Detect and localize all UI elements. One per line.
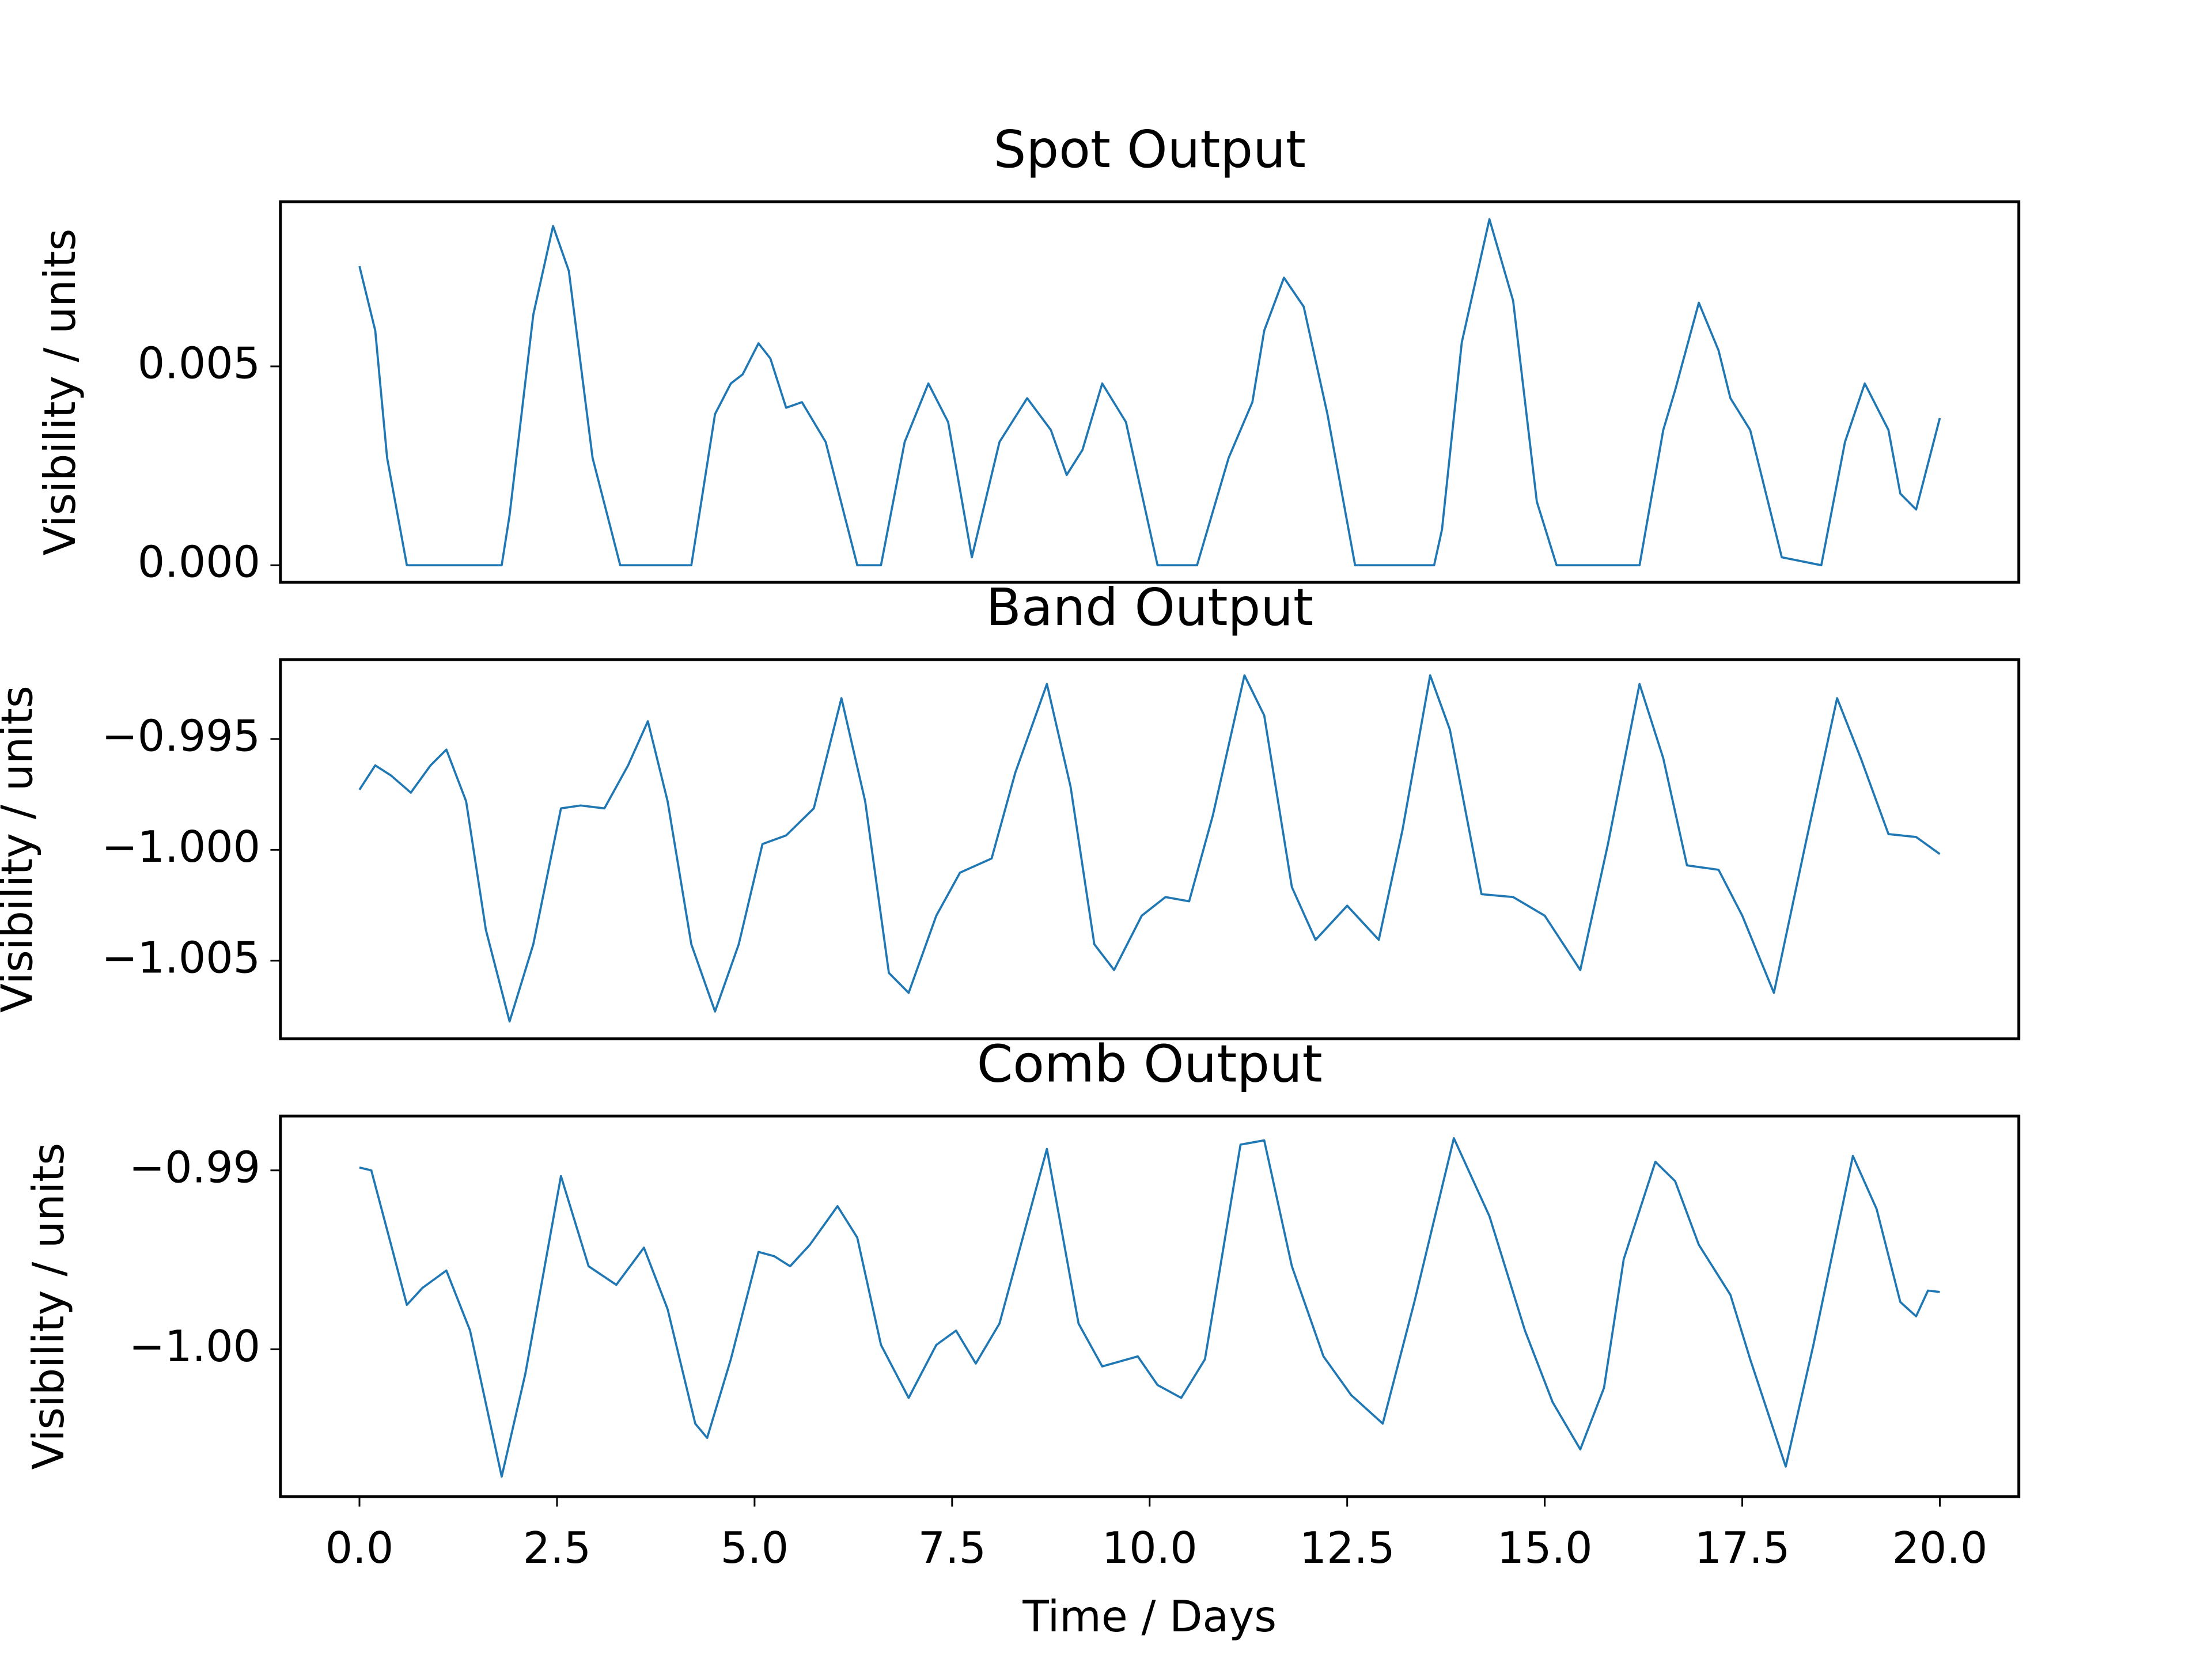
axes-frame: [279, 658, 2021, 1040]
y-axis-label: Visibility / units: [0, 685, 42, 1013]
axes-frame: [279, 200, 2021, 584]
x-tick-label: 7.5: [918, 1523, 986, 1573]
x-tick-label: 12.5: [1300, 1523, 1395, 1573]
chart-title: Band Output: [986, 578, 1313, 638]
x-axis-label: Time / Days: [1022, 1592, 1277, 1642]
data-line: [359, 1137, 1940, 1478]
y-tick-label: −1.005: [101, 933, 260, 983]
y-tick-label: −1.00: [129, 1321, 260, 1372]
x-tick-label: 10.0: [1102, 1523, 1198, 1573]
y-tick-label: −1.000: [101, 822, 260, 872]
x-tick-label: 15.0: [1497, 1523, 1593, 1573]
y-axis-label: Visibility / units: [24, 1143, 74, 1470]
chart-title: Spot Output: [994, 120, 1306, 180]
x-tick-label: 5.0: [721, 1523, 789, 1573]
y-tick-label: 0.000: [138, 537, 260, 588]
y-tick-label: −0.995: [101, 711, 260, 761]
y-tick-label: 0.005: [138, 339, 260, 389]
x-tick-label: 20.0: [1892, 1523, 1988, 1573]
x-tick-label: 2.5: [523, 1523, 591, 1573]
axes-frame: [279, 1114, 2021, 1498]
chart-title: Comb Output: [977, 1034, 1323, 1094]
y-tick-label: −0.99: [129, 1142, 260, 1192]
x-tick-label: 0.0: [325, 1523, 393, 1573]
y-axis-label: Visibility / units: [35, 229, 85, 556]
x-tick-label: 17.5: [1695, 1523, 1790, 1573]
data-line: [358, 218, 1941, 567]
data-line: [358, 674, 1941, 1023]
